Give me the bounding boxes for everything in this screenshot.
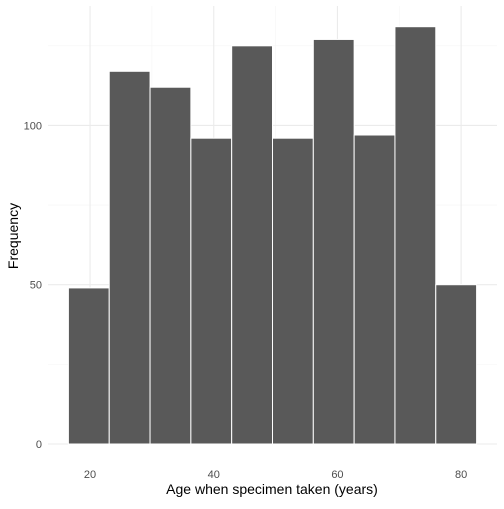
x-tick-label: 20 bbox=[84, 469, 96, 481]
histogram-bar bbox=[108, 70, 151, 445]
histogram-bar bbox=[353, 134, 396, 445]
x-tick-label: 80 bbox=[455, 469, 467, 481]
histogram-bar bbox=[231, 45, 274, 445]
x-axis-title: Age when specimen taken (years) bbox=[166, 481, 378, 497]
histogram-bar bbox=[312, 38, 355, 445]
y-tick-label: 100 bbox=[24, 120, 42, 132]
y-tick-label: 50 bbox=[30, 280, 42, 292]
histogram-bar bbox=[149, 86, 192, 445]
histogram-bar bbox=[67, 287, 110, 445]
histogram-bar bbox=[190, 137, 233, 445]
x-axis-ticks: 20 40 60 80 bbox=[84, 469, 467, 481]
histogram-bar bbox=[394, 26, 437, 445]
y-axis-title: Frequency bbox=[5, 203, 21, 269]
x-tick-label: 40 bbox=[208, 469, 220, 481]
histogram-bar bbox=[435, 284, 478, 445]
y-tick-label: 0 bbox=[36, 439, 42, 451]
y-axis-ticks: 0 50 100 bbox=[24, 120, 42, 451]
histogram-bars bbox=[67, 26, 478, 445]
histogram-bar bbox=[272, 137, 314, 445]
x-tick-label: 60 bbox=[331, 469, 343, 481]
